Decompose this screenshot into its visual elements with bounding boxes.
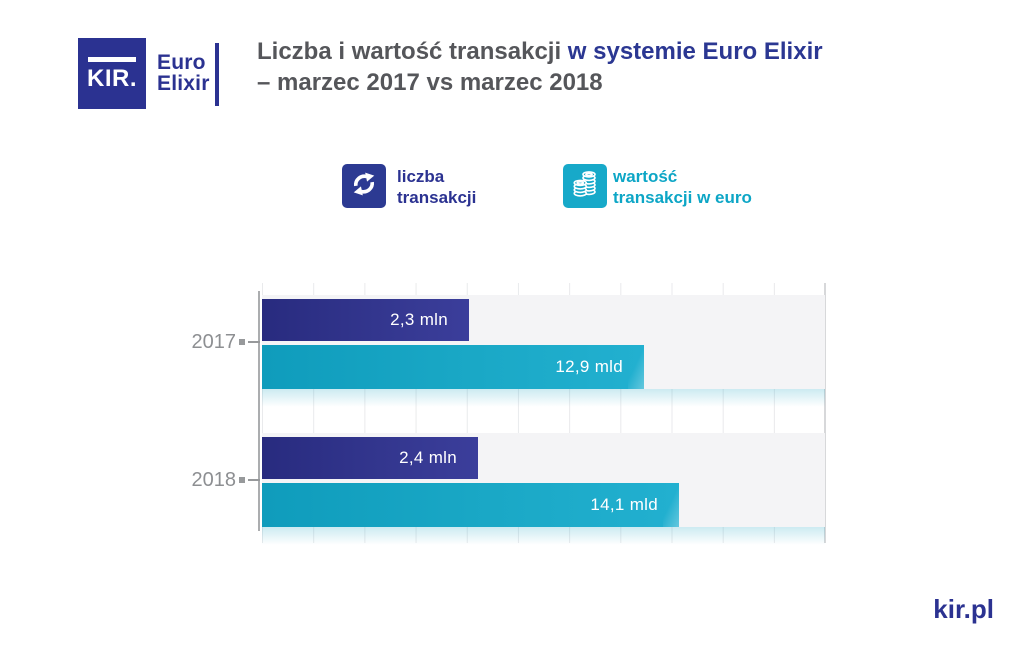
bar-2017-liczba-transakcji: 2,3 mln	[262, 299, 469, 341]
bar-value-label: 12,9 mld	[555, 357, 623, 376]
kir-logo: KIR.	[78, 38, 146, 109]
bar-value-label: 2,3 mln	[390, 310, 448, 329]
kir-logo-rule	[88, 56, 136, 62]
logo-separator	[215, 43, 219, 106]
title-gray-part: Liczba i wartość transakcji	[257, 38, 568, 65]
tick-dash-2017	[248, 341, 260, 343]
page-title-line2: – marzec 2017 vs marzec 2018	[257, 69, 603, 96]
legend-label-liczba: liczba transakcji	[397, 166, 476, 208]
bar-value-label: 14,1 mld	[590, 495, 658, 514]
legend-item-wartosc	[563, 164, 607, 208]
product-logo-euro-elixir: Euro Elixir	[157, 52, 210, 94]
legend-item-liczba	[342, 164, 386, 208]
tick-marker-2017	[239, 339, 245, 345]
coins-icon	[570, 169, 600, 204]
category-label-2017: 2017	[191, 331, 237, 353]
legend-label-wartosc-line1: wartość	[613, 167, 678, 186]
bar-2018-wartosc-transakcji: 14,1 mld	[262, 483, 679, 527]
title-accent-part: w systemie Euro Elixir	[567, 38, 823, 65]
legend-label-wartosc: wartość transakcji w euro	[613, 166, 752, 208]
transfer-arrows-icon	[350, 170, 378, 203]
bar-value-label: 2,4 mln	[399, 448, 457, 467]
page-title: Liczba i wartość transakcji w systemie E…	[257, 36, 823, 98]
product-logo-line1: Euro	[157, 51, 206, 74]
chart-reflection-2018	[262, 527, 825, 545]
tick-marker-2018	[239, 477, 245, 483]
chart-reflection-2017	[262, 389, 825, 407]
bar-2017-wartosc-transakcji: 12,9 mld	[262, 345, 644, 389]
page-title-line1: Liczba i wartość transakcji w systemie E…	[257, 36, 823, 67]
website-link: kir.pl	[933, 594, 994, 624]
kir-logo-text: KIR.	[87, 64, 137, 92]
category-label-2018: 2018	[191, 469, 237, 491]
legend-label-liczba-line2: transakcji	[397, 188, 477, 207]
legend-label-wartosc-line2: transakcji w euro	[613, 188, 752, 207]
bar-2018-liczba-transakcji: 2,4 mln	[262, 437, 478, 479]
chart-right-border	[824, 283, 826, 543]
tick-dash-2018	[248, 479, 260, 481]
legend-label-liczba-line1: liczba	[397, 167, 445, 186]
product-logo-line2: Elixir	[157, 72, 210, 95]
chart-y-axis	[258, 291, 260, 531]
